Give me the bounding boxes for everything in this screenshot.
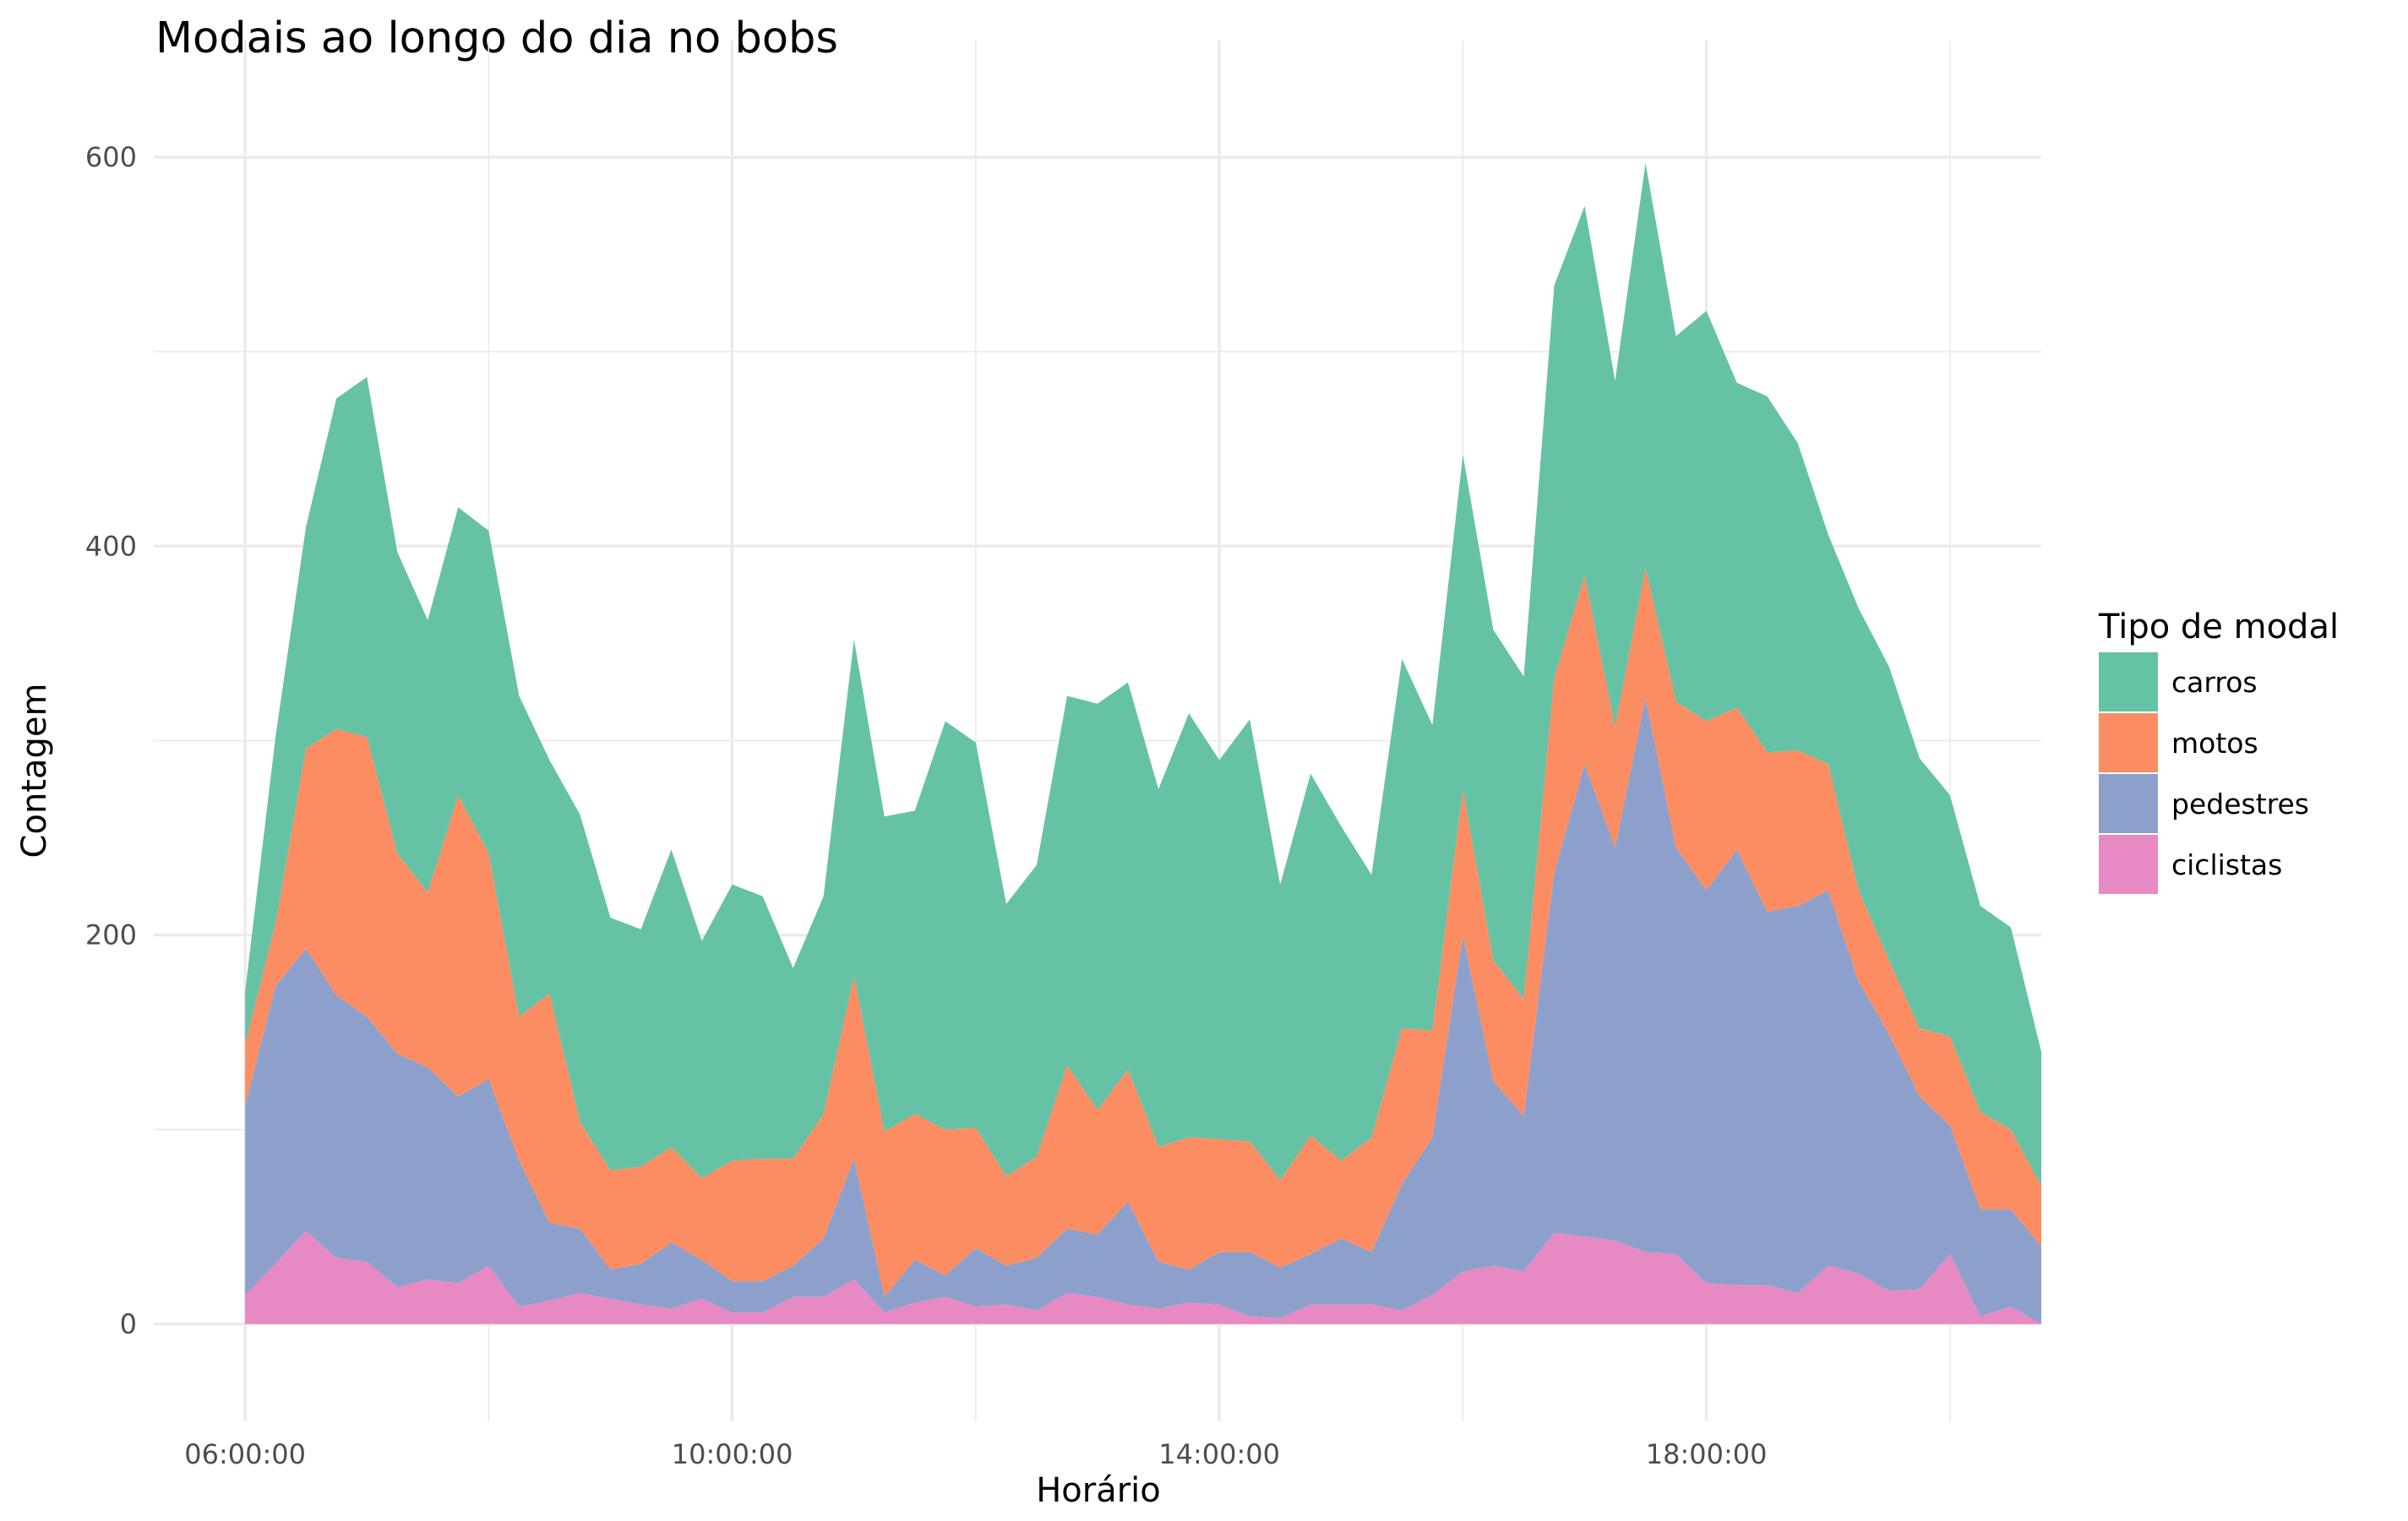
legend-items: carros motos pedestres ciclistas — [2099, 652, 2309, 894]
area-series-carros — [245, 162, 2041, 1186]
chart-title: Modais ao longo do dia no bobs — [155, 14, 838, 63]
y-tick-label: 600 — [85, 141, 137, 173]
legend-title: Tipo de modal — [2098, 608, 2339, 646]
legend-label-carros: carros — [2171, 666, 2258, 699]
x-axis-title: Horário — [1036, 1471, 1161, 1510]
area-series-pedestres — [245, 697, 2041, 1324]
x-tick-label: 10:00:00 — [672, 1438, 793, 1470]
legend-key-carros — [2099, 652, 2158, 711]
y-axis-title: Contagem — [15, 684, 54, 859]
area-layer — [245, 162, 2041, 1324]
y-axis-ticks: 0 200 400 600 — [85, 141, 137, 1340]
legend-key-ciclistas — [2099, 835, 2158, 894]
legend-key-pedestres — [2099, 774, 2158, 833]
area-series-ciclistas — [245, 1230, 2041, 1324]
y-tick-label: 0 — [120, 1308, 137, 1340]
legend-label-pedestres: pedestres — [2171, 788, 2309, 820]
legend-label-motos: motos — [2171, 727, 2258, 760]
y-tick-label: 200 — [85, 919, 137, 951]
area-series-motos — [245, 567, 2041, 1297]
x-tick-label: 18:00:00 — [1646, 1438, 1768, 1470]
legend-label-ciclistas: ciclistas — [2171, 848, 2282, 881]
y-tick-label: 400 — [85, 530, 137, 562]
x-tick-label: 06:00:00 — [184, 1438, 306, 1470]
legend-key-motos — [2099, 713, 2158, 772]
x-tick-label: 14:00:00 — [1158, 1438, 1280, 1470]
legend: Tipo de modal carros motos pedestres ciclis… — [2098, 608, 2339, 894]
x-axis-ticks: 06:00:00 10:00:00 14:00:00 18:00:00 — [184, 1438, 1767, 1470]
